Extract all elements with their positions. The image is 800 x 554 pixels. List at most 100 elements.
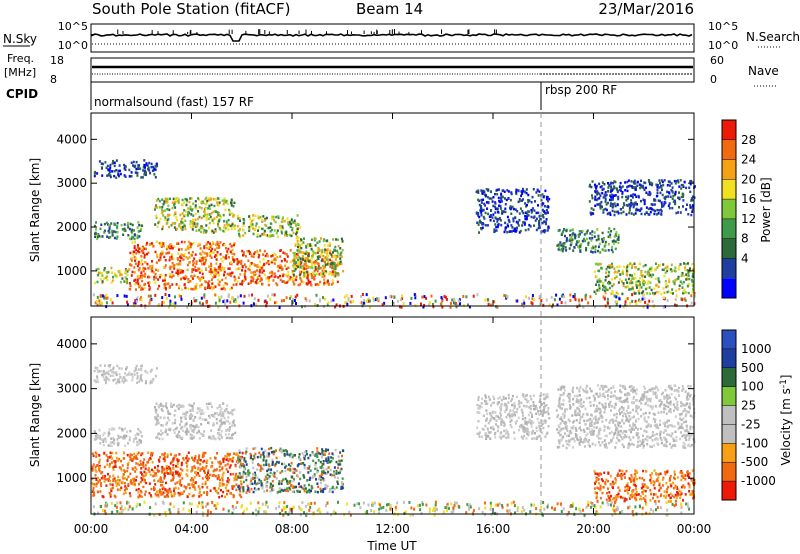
range-gate-cell (189, 205, 192, 208)
range-gate-cell (492, 196, 495, 199)
range-gate-cell (517, 221, 519, 224)
range-gate-cell (667, 195, 670, 198)
range-gate-cell (109, 235, 112, 239)
range-gate-cell (535, 191, 538, 194)
range-gate-cell (188, 403, 191, 407)
range-gate-cell (159, 402, 162, 406)
range-gate-cell (545, 404, 548, 407)
range-gate-cell (231, 248, 234, 252)
range-gate-cell (276, 283, 279, 287)
range-gate-cell (626, 185, 629, 189)
range-gate-cell (136, 167, 139, 170)
range-gate-cell (177, 436, 180, 439)
range-gate-cell (273, 272, 276, 275)
range-gate-cell (484, 211, 487, 215)
range-gate-cell (160, 245, 163, 248)
range-gate-cell (667, 191, 670, 194)
range-gate-cell (213, 271, 216, 274)
range-gate-cell (258, 480, 260, 484)
range-gate-cell (101, 272, 104, 275)
range-gate-cell (486, 412, 489, 415)
range-gate-cell (100, 482, 102, 485)
range-gate-cell (649, 273, 652, 277)
range-gate-cell (634, 212, 637, 215)
range-gate-cell (182, 412, 185, 416)
range-gate-cell (202, 454, 205, 457)
range-gate-cell (164, 276, 166, 280)
range-gate-cell (230, 492, 233, 495)
range-gate-cell (241, 265, 244, 269)
range-gate-cell (498, 435, 501, 439)
range-gate-cell (96, 280, 99, 284)
range-gate-cell (480, 201, 483, 204)
range-gate-cell (261, 484, 264, 488)
range-gate-cell (278, 266, 281, 269)
range-gate-cell (650, 203, 653, 206)
range-gate-cell (181, 469, 184, 472)
range-gate-cell (639, 209, 642, 212)
range-gate-cell (155, 216, 158, 219)
range-gate-cell (317, 257, 320, 260)
range-gate-cell (656, 188, 659, 192)
range-gate-cell (303, 456, 306, 459)
range-gate-cell (278, 226, 281, 230)
range-gate-cell (109, 444, 112, 448)
range-gate-cell (299, 244, 302, 247)
range-gate-cell (313, 237, 316, 240)
range-gate-cell (314, 237, 317, 240)
range-gate-cell (159, 253, 162, 256)
range-gate-cell (322, 239, 325, 243)
range-gate-cell (598, 278, 601, 281)
range-gate-cell (177, 248, 180, 251)
range-gate-cell (92, 463, 95, 466)
range-gate-cell (503, 190, 506, 193)
range-gate-cell (125, 379, 128, 382)
range-gate-cell (210, 198, 213, 201)
range-gate-cell (186, 200, 188, 203)
range-gate-cell (273, 262, 276, 265)
range-gate-cell (220, 414, 223, 417)
range-gate-cell (210, 285, 213, 289)
range-gate-cell (604, 191, 607, 194)
range-gate-cell (250, 279, 253, 282)
range-gate-cell (299, 260, 302, 263)
range-gate-cell (266, 234, 269, 237)
range-gate-cell (297, 222, 299, 226)
range-gate-cell (497, 224, 500, 227)
range-gate-cell (591, 233, 594, 237)
range-gate-cell (158, 437, 161, 441)
range-gate-cell (271, 488, 274, 492)
range-gate-cell (472, 294, 475, 298)
range-gate-cell (200, 225, 203, 228)
range-gate-cell (233, 424, 236, 427)
range-gate-cell (597, 249, 599, 253)
range-gate-cell (543, 220, 546, 223)
range-gate-cell (190, 197, 193, 200)
range-gate-cell (670, 263, 673, 267)
range-gate-cell (622, 282, 625, 285)
range-gate-cell (686, 275, 689, 278)
range-gate-cell (132, 457, 135, 461)
range-gate-cell (309, 280, 312, 284)
range-gate-cell (129, 251, 132, 255)
range-gate-cell (194, 488, 197, 491)
range-gate-cell (202, 201, 205, 205)
range-gate-cell (299, 266, 302, 269)
range-gate-cell (200, 259, 203, 263)
range-gate-cell (266, 455, 269, 458)
range-gate-cell (189, 404, 192, 407)
range-gate-cell (536, 189, 539, 192)
range-gate-cell (329, 488, 332, 491)
range-gate-cell (327, 448, 330, 452)
range-gate-cell (92, 486, 95, 490)
range-gate-cell (502, 210, 505, 214)
range-gate-cell (242, 234, 245, 237)
range-gate-cell (491, 216, 494, 219)
range-gate-cell (453, 299, 456, 303)
range-gate-cell (245, 463, 248, 466)
range-gate-cell (242, 487, 245, 490)
range-gate-cell (381, 303, 384, 307)
range-gate-cell (171, 274, 173, 277)
range-gate-cell (148, 288, 151, 291)
